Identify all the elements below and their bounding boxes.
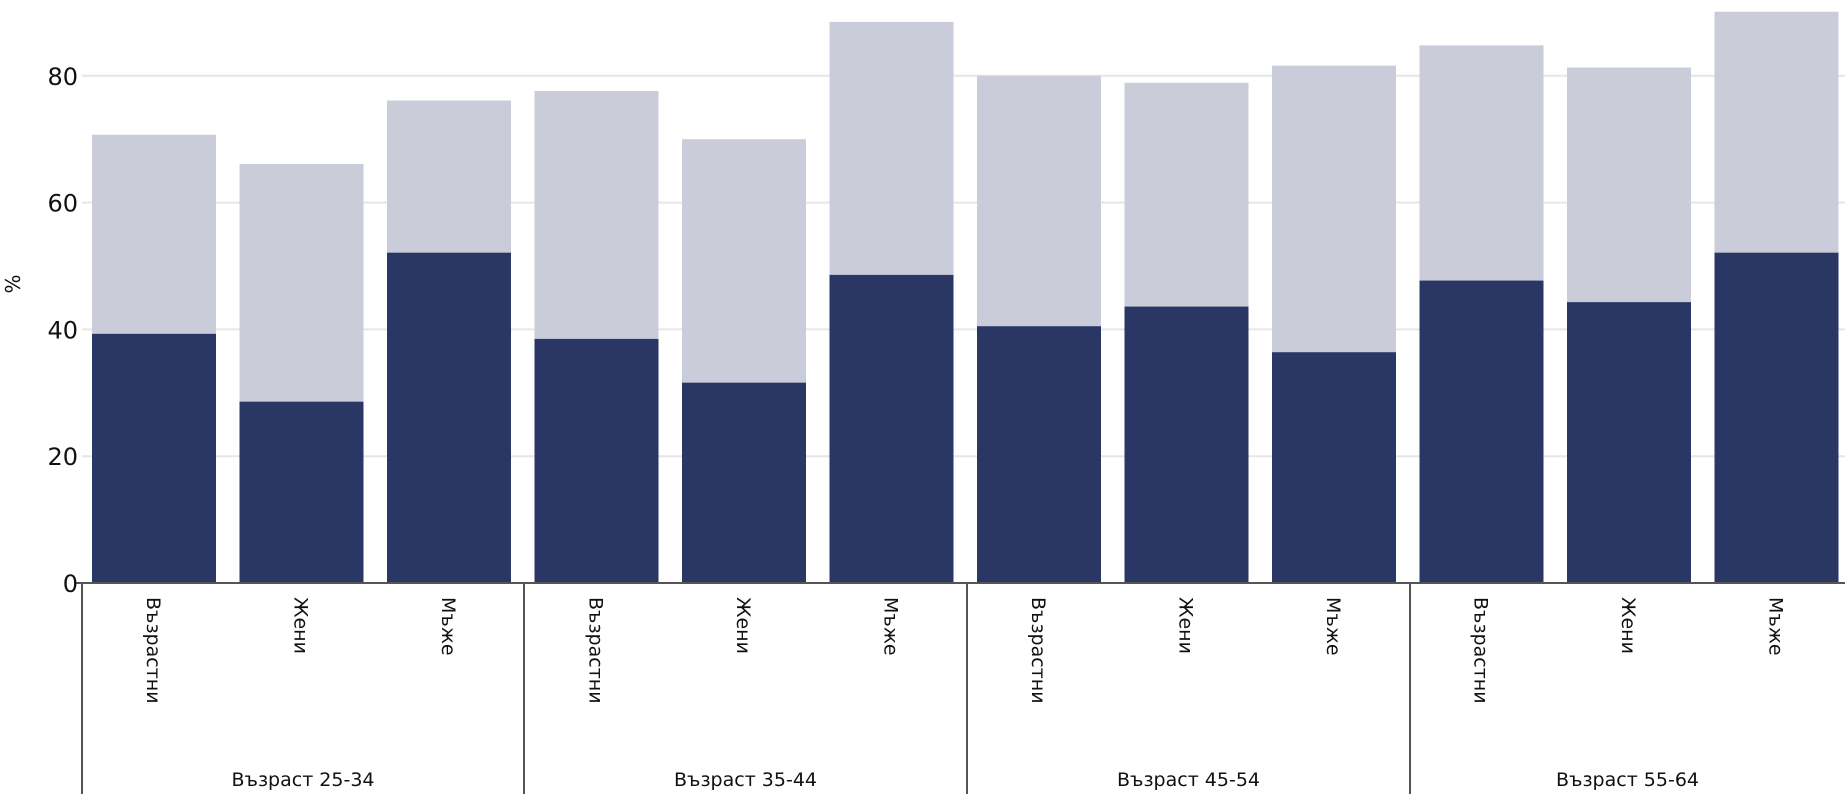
category-labels: Възрастни Жени Мъже Възрастни Жени Мъже Възрас…	[142, 597, 1787, 704]
bar-highlight	[534, 338, 659, 583]
axes	[76, 582, 1845, 794]
bars	[92, 11, 1839, 584]
category-label: Възрастни	[585, 597, 607, 704]
group-label: Възраст 25-34	[231, 769, 374, 791]
bar-highlight	[682, 382, 806, 583]
category-label: Жени	[1617, 597, 1639, 654]
group-label: Възраст 35-44	[674, 769, 817, 791]
y-tick-label: 0	[63, 570, 78, 598]
bar-highlight	[92, 333, 216, 583]
y-axis-label: %	[1, 274, 25, 293]
group-label: Възраст 45-54	[1117, 769, 1260, 791]
category-label: Жени	[290, 597, 312, 654]
category-label: Жени	[732, 597, 754, 654]
category-label: Мъже	[437, 597, 459, 656]
y-tick-label: 40	[47, 316, 78, 344]
bar-highlight	[1714, 252, 1839, 583]
y-tick-label: 80	[47, 63, 78, 91]
group-label: Възраст 55-64	[1556, 769, 1699, 791]
bar-highlight	[1124, 306, 1249, 583]
bar-highlight	[977, 326, 1101, 583]
bar-highlight	[1272, 352, 1396, 583]
bar-highlight	[1419, 280, 1544, 583]
category-label: Възрастни	[1470, 597, 1492, 704]
category-label: Мъже	[1322, 597, 1344, 656]
category-label: Мъже	[1765, 597, 1787, 656]
category-label: Възрастни	[1027, 597, 1049, 704]
y-tick-label: 60	[47, 190, 78, 218]
category-label: Мъже	[880, 597, 902, 656]
bar-highlight	[1567, 302, 1691, 583]
bar-highlight	[829, 274, 954, 583]
bar-highlight	[239, 401, 364, 583]
category-label: Жени	[1175, 597, 1197, 654]
gridlines	[82, 74, 1845, 458]
y-tick-labels: 0 20 40 60 80	[47, 63, 78, 598]
group-labels: Възраст 25-34 Възраст 35-44 Възраст 45-54 В…	[231, 769, 1699, 791]
y-tick-label: 20	[47, 443, 78, 471]
bar-highlight	[387, 252, 511, 583]
category-label: Възрастни	[142, 597, 164, 704]
